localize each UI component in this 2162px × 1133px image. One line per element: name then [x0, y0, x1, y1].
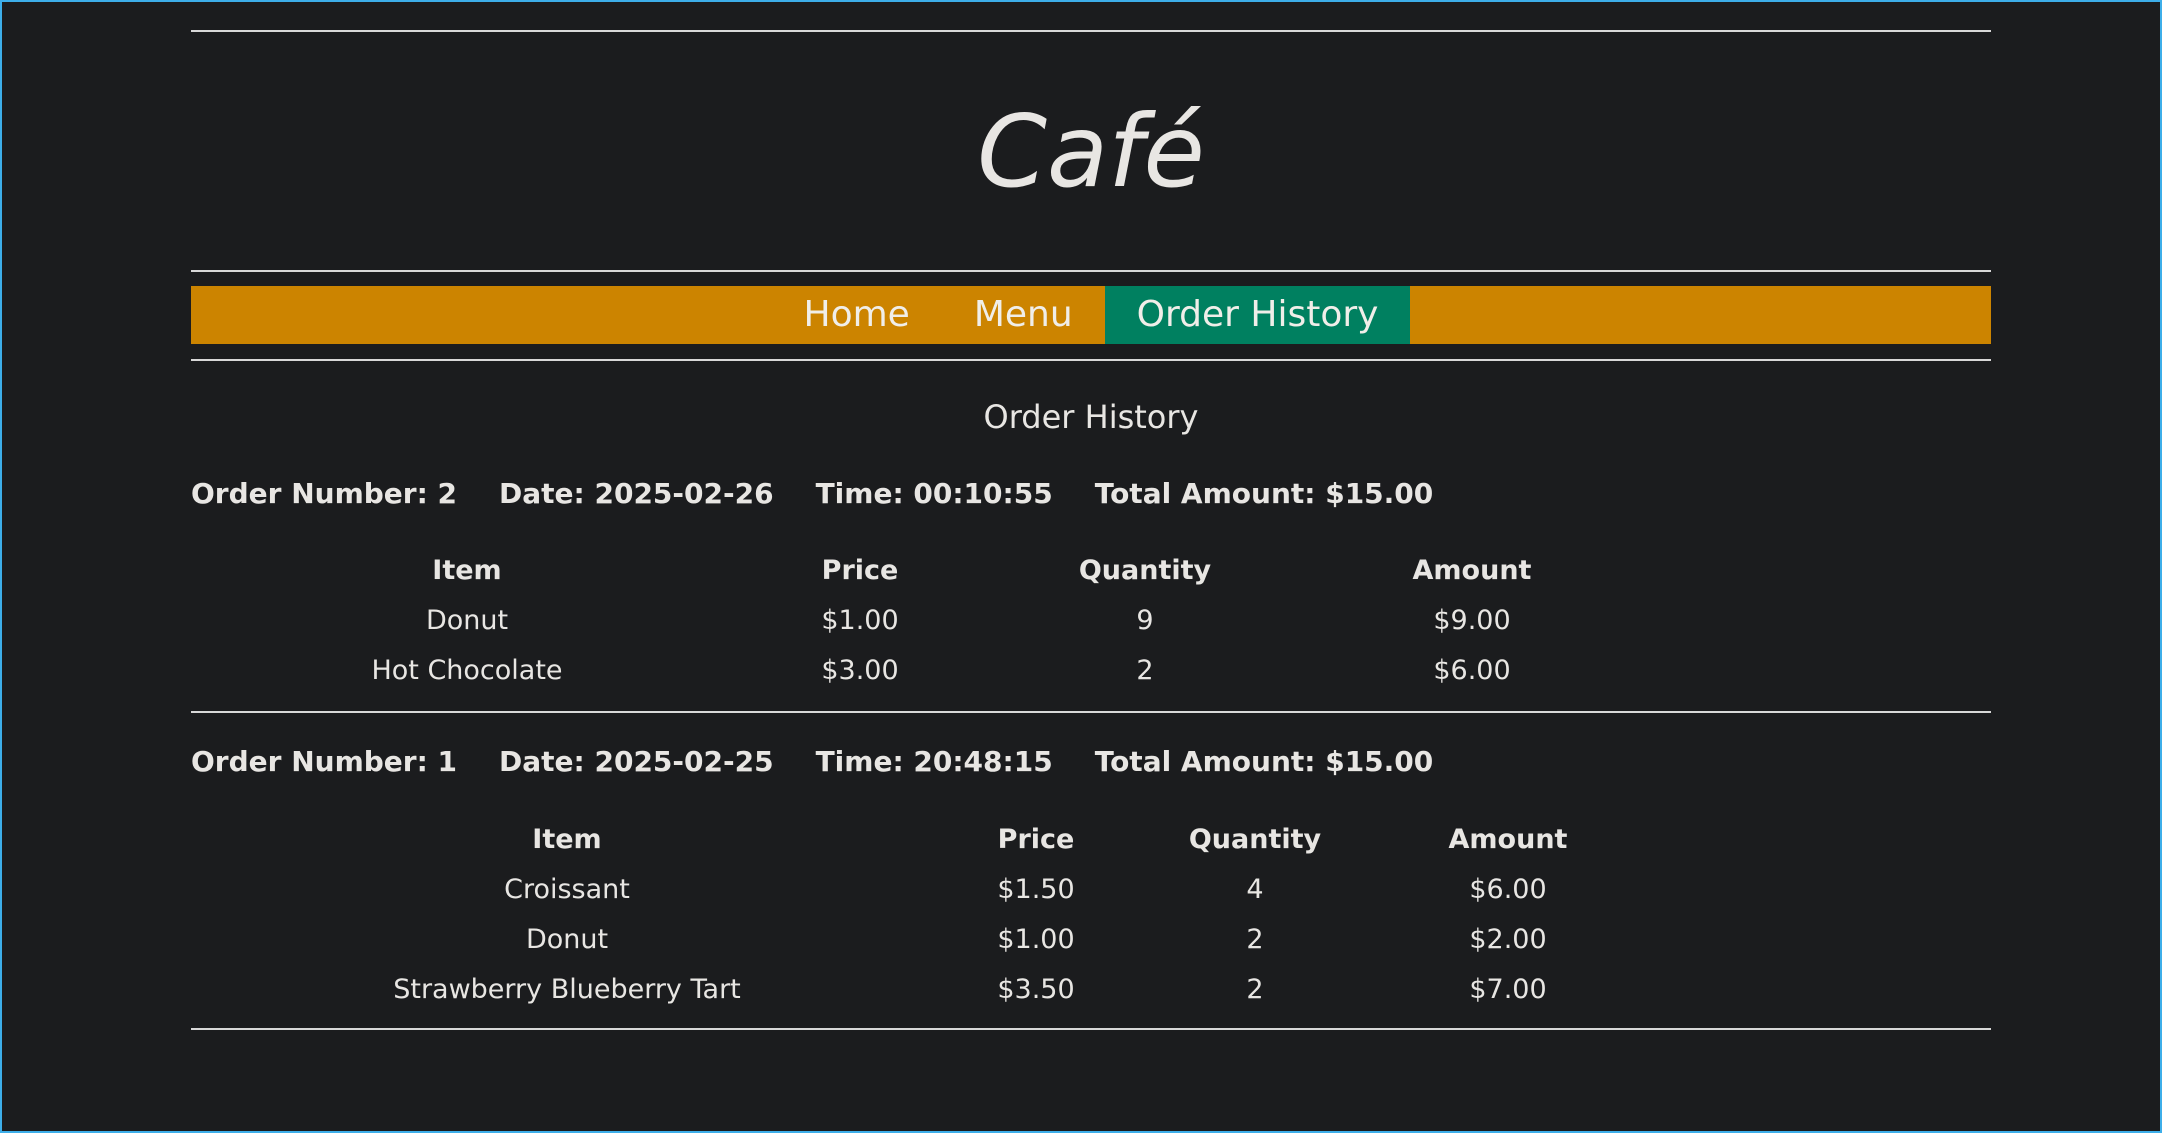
item-price: $3.00 — [821, 654, 899, 686]
divider — [191, 270, 1991, 272]
order-items-table: Item Price Quantity Amount Donut $1.00 9… — [191, 545, 1631, 695]
item-name: Croissant — [504, 873, 630, 905]
item-name: Strawberry Blueberry Tart — [393, 973, 741, 1005]
item-quantity: 9 — [1136, 604, 1154, 636]
nav-menu[interactable]: Menu — [973, 294, 1073, 335]
order-number: Order Number: 2 — [191, 477, 458, 510]
order-date: Date: 2025-02-25 — [499, 745, 774, 778]
nav-order-history[interactable]: Order History — [1104, 286, 1411, 344]
nav-bar: Home Menu Order History — [191, 286, 1991, 344]
order-header: Order Number: 2 Date: 2025-02-26 Time: 00:… — [191, 474, 1475, 514]
order-total: Total Amount: $15.00 — [1094, 745, 1434, 778]
table-row: Donut $1.00 2 $2.00 — [191, 914, 1635, 964]
item-price: $1.00 — [997, 923, 1075, 955]
item-quantity: 4 — [1246, 873, 1264, 905]
order-date: Date: 2025-02-26 — [499, 477, 774, 510]
site-title: Café — [977, 93, 1205, 210]
item-amount: $9.00 — [1433, 604, 1511, 636]
nav-home[interactable]: Home — [803, 294, 910, 335]
item-name: Donut — [425, 604, 509, 636]
col-amount: Amount — [1448, 823, 1568, 855]
page-heading: Order History — [983, 398, 1199, 436]
item-quantity: 2 — [1246, 973, 1264, 1005]
table-row: Hot Chocolate $3.00 2 $6.00 — [191, 645, 1631, 695]
col-amount: Amount — [1412, 554, 1532, 586]
divider — [191, 711, 1991, 713]
col-item: Item — [432, 554, 502, 586]
item-name: Hot Chocolate — [371, 654, 563, 686]
item-price: $1.50 — [997, 873, 1075, 905]
table-row: Donut $1.00 9 $9.00 — [191, 595, 1631, 645]
order-time: Time: 00:10:55 — [815, 477, 1053, 510]
col-price: Price — [821, 554, 899, 586]
order-total: Total Amount: $15.00 — [1094, 477, 1434, 510]
item-amount: $6.00 — [1469, 873, 1547, 905]
table-header-row: Item Price Quantity Amount — [191, 545, 1631, 595]
order-time: Time: 20:48:15 — [815, 745, 1053, 778]
item-price: $1.00 — [821, 604, 899, 636]
col-item: Item — [532, 823, 602, 855]
item-name: Donut — [525, 923, 609, 955]
col-quantity: Quantity — [1188, 823, 1322, 855]
table-row: Strawberry Blueberry Tart $3.50 2 $7.00 — [191, 964, 1635, 1014]
item-price: $3.50 — [997, 973, 1075, 1005]
item-amount: $6.00 — [1433, 654, 1511, 686]
divider — [191, 1028, 1991, 1030]
order-items-table: Item Price Quantity Amount Croissant $1.… — [191, 814, 1635, 1014]
divider — [191, 359, 1991, 361]
item-amount: $7.00 — [1469, 973, 1547, 1005]
col-quantity: Quantity — [1078, 554, 1212, 586]
order-header: Order Number: 1 Date: 2025-02-25 Time: 20:… — [191, 742, 1475, 782]
item-quantity: 2 — [1136, 654, 1154, 686]
item-quantity: 2 — [1246, 923, 1264, 955]
table-row: Croissant $1.50 4 $6.00 — [191, 864, 1635, 914]
col-price: Price — [997, 823, 1075, 855]
divider — [191, 30, 1991, 32]
item-amount: $2.00 — [1469, 923, 1547, 955]
order-number: Order Number: 1 — [191, 745, 458, 778]
table-header-row: Item Price Quantity Amount — [191, 814, 1635, 864]
